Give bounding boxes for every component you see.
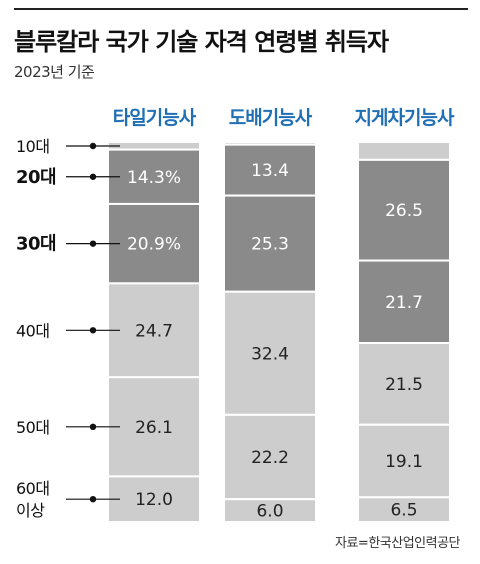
age-pointer-dot-2 — [89, 240, 97, 247]
category-label-2: 지게차기능사 — [355, 107, 455, 129]
age-pointer-dot-3 — [89, 327, 97, 334]
data-label-2-2: 21.7 — [385, 293, 423, 313]
bar-segment-1-4 — [223, 413, 317, 501]
age-pointer-dot-4 — [89, 423, 97, 431]
bar-segment-2-4 — [357, 423, 451, 499]
bar-segment-1-2 — [223, 194, 317, 293]
age-pointer-dot-1 — [89, 173, 97, 180]
data-label-1-3: 32.4 — [251, 344, 289, 364]
bar-segment-0-4 — [107, 376, 201, 478]
bar-segment-2-2 — [357, 259, 451, 345]
age-group-label-line-3-0: 40대 — [16, 321, 50, 340]
bar-segment-2-0 — [357, 141, 451, 161]
age-group-label-2: 30대 — [16, 234, 56, 255]
bar-segment-2-5 — [357, 496, 451, 523]
data-label-2-1: 26.5 — [385, 201, 423, 221]
source-note: 자료=한국산업인력공단 — [335, 536, 461, 551]
data-label-0-2: 20.9% — [127, 235, 181, 255]
data-label-2-4: 19.1 — [385, 452, 423, 472]
age-group-label-line-0-0: 10대 — [16, 137, 50, 156]
top-rule — [14, 8, 468, 10]
data-label-0-4: 26.1 — [135, 418, 173, 438]
data-label-0-3: 24.7 — [135, 321, 173, 341]
data-label-1-1: 13.4 — [251, 161, 289, 181]
age-group-label-1: 20대 — [16, 167, 56, 188]
age-group-label-line-4-0: 50대 — [16, 418, 50, 437]
data-label-1-5: 6.0 — [256, 502, 283, 522]
bar-segment-0-1 — [107, 148, 201, 205]
bar-segment-0-0 — [107, 141, 201, 151]
age-group-label-line-1-0: 20대 — [16, 167, 56, 188]
bar-segment-1-3 — [223, 290, 317, 416]
category-label-1: 도배기능사 — [229, 107, 313, 129]
chart-title: 블루칼라 국가 기술 자격 연령별 취득자 — [14, 28, 389, 56]
bar-segment-2-3 — [357, 342, 451, 426]
age-group-label-line-5-0: 60대 — [16, 479, 50, 498]
bar-segment-0-3 — [107, 282, 201, 379]
age-group-label-3: 40대 — [16, 321, 50, 340]
data-label-0-1: 14.3% — [127, 168, 181, 188]
chart-subtitle: 2023년 기준 — [14, 63, 95, 81]
bar-segment-2-1 — [357, 158, 451, 262]
data-label-2-3: 21.5 — [385, 375, 423, 395]
age-group-label-line-5-1: 이상 — [16, 501, 45, 520]
data-label-1-2: 25.3 — [251, 235, 289, 255]
category-label-0: 타일기능사 — [113, 107, 197, 129]
age-group-label-line-2-0: 30대 — [16, 234, 56, 255]
age-pointer-dot-5 — [89, 496, 97, 503]
age-pointer-dot-0 — [89, 142, 97, 150]
bar-segment-0-5 — [107, 475, 201, 523]
bar-segment-1-1 — [223, 143, 317, 197]
data-label-2-5: 6.5 — [390, 501, 417, 521]
bar-segment-1-5 — [223, 498, 317, 524]
data-label-0-5: 12.0 — [135, 490, 173, 510]
data-label-1-4: 22.2 — [251, 448, 289, 468]
age-group-label-0: 10대 — [16, 137, 50, 156]
age-group-label-4: 50대 — [16, 418, 50, 437]
